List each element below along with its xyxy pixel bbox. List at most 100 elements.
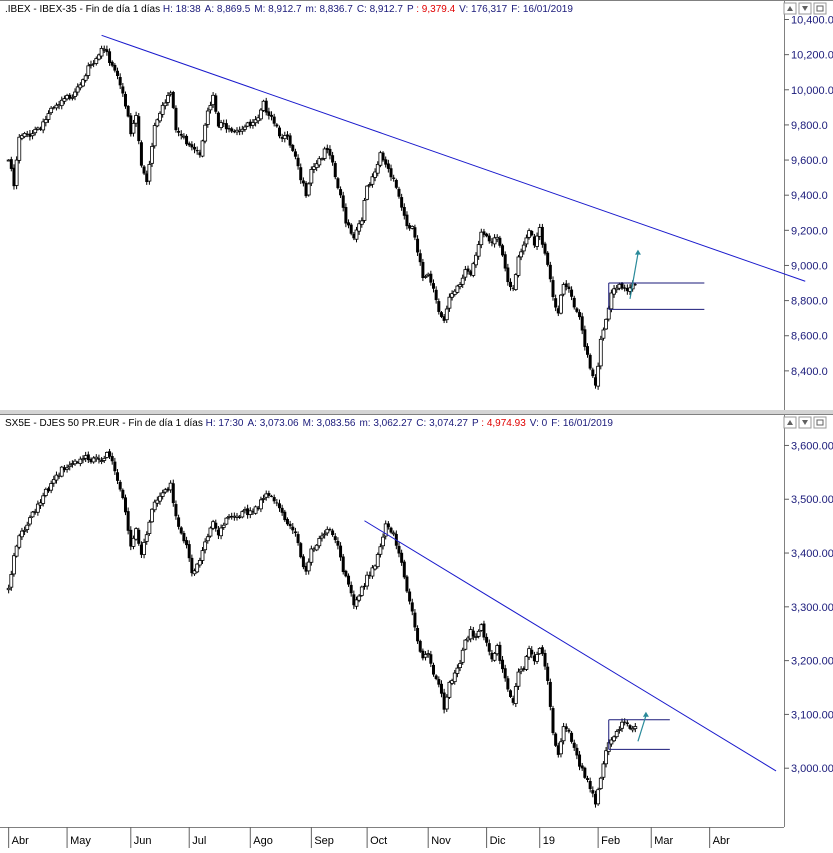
candle-body [336, 178, 340, 189]
candle-body [296, 534, 300, 544]
candle-body [416, 238, 420, 253]
candle-body [373, 171, 377, 178]
candle-body [439, 683, 443, 694]
candle-body [575, 308, 579, 312]
candle-body [532, 655, 536, 662]
candle-body [352, 594, 356, 606]
header-field-value: 16/01/2019 [563, 418, 613, 429]
header-field-label: C: [357, 4, 370, 15]
ibex-price-axis: 8,400.0 8,600.0 8,800.0 9,000.0 9,200.0 9,400… [784, 15, 833, 378]
candle-body [328, 148, 332, 156]
sx5e-maximize-icon[interactable] [813, 416, 827, 429]
header-field-value: 8,912.7 [268, 4, 302, 15]
candle-body [171, 91, 175, 108]
candle-body [129, 529, 133, 547]
sx5e-scroll-up-icon[interactable] [783, 416, 797, 429]
candle-body [285, 134, 289, 137]
candle-body [476, 630, 481, 637]
candle-body [556, 308, 560, 314]
candle-body [83, 455, 88, 459]
candle-body [155, 119, 160, 127]
candle-body [118, 77, 122, 86]
candle-body [460, 649, 465, 663]
ibex-scroll-down-icon[interactable] [798, 2, 812, 15]
candle-body [200, 550, 205, 561]
candle-body [519, 668, 524, 672]
trendline[interactable] [101, 34, 806, 282]
candle-body [205, 110, 210, 125]
candle-body [110, 456, 114, 462]
y-tick-label: 3,600.00 [791, 440, 833, 452]
candle-body [134, 528, 139, 540]
candle-body [78, 458, 83, 464]
candle-body [272, 497, 276, 502]
candle-body [357, 223, 362, 232]
candle-body [317, 158, 322, 166]
candle-body [131, 122, 136, 134]
candle-body [219, 122, 223, 129]
candle-body [288, 135, 292, 146]
candle-body [516, 671, 521, 687]
candle-body [378, 546, 383, 555]
candle-body [421, 650, 425, 659]
candle-body [593, 793, 597, 805]
candle-body [362, 200, 367, 221]
ibex-scroll-up-icon[interactable] [783, 2, 797, 15]
candle-body [174, 107, 178, 131]
candle-body [171, 483, 175, 504]
candle-body [97, 54, 101, 60]
candle-body [240, 128, 245, 132]
candle-body [498, 237, 502, 246]
candle-body [142, 542, 146, 555]
y-tick-label: 10,000.0 [791, 85, 833, 97]
candle-body [306, 561, 311, 572]
target-arrow-head-icon [642, 711, 649, 717]
candle-body [434, 289, 438, 301]
candle-body [482, 231, 486, 235]
candle-body [421, 261, 425, 278]
target-arrow-shaft[interactable] [637, 715, 647, 742]
candle-body [357, 595, 362, 601]
candle-body [487, 643, 491, 652]
candle-body [452, 672, 457, 683]
candle-body [73, 460, 77, 465]
candle-body [630, 727, 635, 731]
header-field-value: 3,074.27 [429, 418, 468, 429]
ibex-panel[interactable]: .IBEX - IBEX-35 - Fin de día 1 días H: 1… [0, 0, 833, 410]
candle-body [126, 511, 130, 531]
target-arrow-shaft[interactable] [629, 253, 639, 299]
candle-body [216, 529, 220, 536]
candle-body [362, 585, 366, 587]
candle-body [264, 100, 268, 113]
candle-body [416, 627, 420, 642]
candle-body [559, 294, 563, 314]
candle-body [25, 133, 29, 135]
candle-body [160, 104, 165, 115]
candle-body [325, 147, 329, 151]
candle-body [145, 173, 149, 183]
candle-body [509, 690, 513, 697]
candle-body [264, 493, 269, 498]
candle-body [150, 146, 154, 164]
sx5e-scroll-down-icon[interactable] [798, 416, 812, 429]
candle-body [617, 283, 622, 289]
panel-separator[interactable] [0, 410, 833, 414]
candle-body [185, 135, 189, 145]
header-field-value: 17:30 [218, 418, 243, 429]
candle-body [137, 529, 141, 544]
candle-body [625, 722, 629, 725]
candle-body [211, 521, 216, 529]
candle-body [33, 129, 38, 134]
sx5e-panel[interactable]: SX5E - DJES 50 PR.EUR - Fin de día 1 día… [5, 415, 833, 827]
ibex-maximize-icon[interactable] [813, 2, 827, 15]
candle-body [455, 667, 460, 674]
candle-body [596, 789, 601, 805]
y-tick-label: 3,200.00 [791, 656, 833, 668]
trendline[interactable] [364, 520, 777, 772]
candle-body [328, 529, 332, 531]
header-field-value: 3,062.27 [373, 418, 412, 429]
ibex-header: .IBEX - IBEX-35 - Fin de día 1 días H: 1… [5, 4, 573, 15]
candle-body [397, 545, 401, 554]
candle-body [235, 515, 239, 518]
y-tick-label: 9,400.0 [791, 190, 828, 202]
